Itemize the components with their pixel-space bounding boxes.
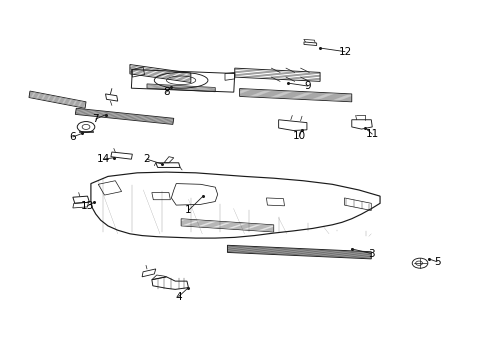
Text: 4: 4 [175, 292, 182, 302]
Text: 13: 13 [81, 201, 94, 211]
Text: 10: 10 [292, 131, 305, 141]
Text: 9: 9 [304, 81, 310, 91]
Text: 5: 5 [433, 257, 440, 267]
Text: 3: 3 [367, 248, 374, 258]
Text: 1: 1 [185, 206, 191, 216]
Text: 8: 8 [163, 87, 169, 97]
Text: 14: 14 [96, 154, 109, 164]
Text: 6: 6 [69, 132, 76, 142]
Text: 12: 12 [338, 46, 351, 57]
Text: 2: 2 [143, 154, 150, 164]
Text: 11: 11 [365, 129, 378, 139]
Text: 7: 7 [92, 114, 99, 124]
